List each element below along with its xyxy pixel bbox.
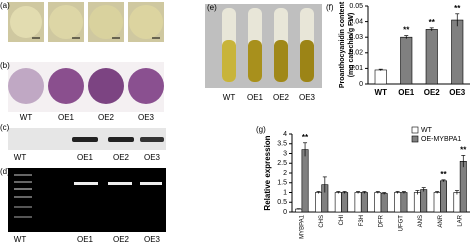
sample-labels: WT OE1 OE2 OE3 WT OE1 OE2 OE3 WT OE1 OE2… xyxy=(14,93,316,244)
bar xyxy=(440,180,447,213)
legend-label: OE-MYBPA1 xyxy=(421,136,461,143)
bar xyxy=(341,192,349,213)
sample-label: OE3 xyxy=(138,113,155,122)
bar xyxy=(413,192,421,213)
x-tick-label: UFGT xyxy=(398,215,404,232)
panel-label: (b) xyxy=(0,61,10,70)
y-tick-label: 1 xyxy=(283,189,287,196)
x-tick-label: MYBPA1 xyxy=(299,214,305,239)
significance-mark: ** xyxy=(403,26,410,35)
bar xyxy=(400,192,408,213)
y-tick-label: 2 xyxy=(283,170,287,177)
panel-label: (a) xyxy=(0,1,10,10)
bar xyxy=(360,192,368,213)
bar xyxy=(420,189,428,213)
sample-label: OE3 xyxy=(299,93,316,102)
panel-label: (e) xyxy=(207,3,217,12)
photo-a xyxy=(8,2,164,42)
sample-label: WT xyxy=(14,153,27,162)
bar xyxy=(459,161,467,213)
legend-label: WT xyxy=(421,127,433,134)
y-tick-label: 2.5 xyxy=(277,160,287,167)
bar xyxy=(380,193,388,213)
y-axis-label: Proanthocyanidin content xyxy=(339,1,346,88)
bar xyxy=(394,192,402,213)
y-tick-label: 3.5 xyxy=(277,141,287,148)
y-tick-label: 0.02 xyxy=(349,50,363,57)
sample-label: OE1 xyxy=(77,235,94,244)
blot-c xyxy=(8,128,166,150)
bar xyxy=(374,69,387,85)
panel-label: (f) xyxy=(326,3,334,12)
bar xyxy=(433,192,441,213)
gel-d xyxy=(8,168,166,232)
sample-label: OE3 xyxy=(144,235,161,244)
y-axis-label: Relative expression xyxy=(263,135,272,210)
legend-swatch xyxy=(411,126,419,134)
sample-label: OE1 xyxy=(58,113,75,122)
y-tick-label: 0 xyxy=(283,209,287,216)
y-tick-label: 4 xyxy=(283,131,287,138)
x-tick-label: ANS xyxy=(418,215,424,227)
x-tick-label: WT xyxy=(375,88,388,97)
bar xyxy=(453,192,461,213)
bar xyxy=(295,208,303,213)
photo-e xyxy=(205,4,322,88)
sample-label: OE3 xyxy=(144,153,161,162)
y-tick-label: 0 xyxy=(359,81,363,88)
bar xyxy=(374,192,382,213)
bar xyxy=(301,149,309,213)
significance-mark: ** xyxy=(454,4,461,13)
y-tick-label: 0.5 xyxy=(277,199,287,206)
y-tick-label: 3 xyxy=(283,150,287,157)
x-tick-label: DFR xyxy=(379,214,385,227)
x-tick-label: OE2 xyxy=(424,88,441,97)
sample-label: OE1 xyxy=(247,93,264,102)
x-tick-label: ANR xyxy=(438,214,444,227)
significance-mark: ** xyxy=(302,133,309,142)
x-tick-label: OE3 xyxy=(449,88,466,97)
sample-label: OE2 xyxy=(113,235,130,244)
sample-label: OE2 xyxy=(273,93,290,102)
bar xyxy=(315,192,322,213)
sample-label: OE1 xyxy=(77,153,94,162)
sample-label: WT xyxy=(20,113,33,122)
y-axis-label: (mg catechin/g FW) xyxy=(348,13,355,78)
significance-mark: ** xyxy=(460,146,467,155)
x-tick-label: OE1 xyxy=(398,88,415,97)
sample-label: WT xyxy=(14,235,27,244)
bar xyxy=(334,192,342,213)
panel-label: (d) xyxy=(0,167,10,176)
y-tick-label: 0.05 xyxy=(349,3,363,10)
sample-label: OE2 xyxy=(113,153,130,162)
x-tick-label: LAR xyxy=(458,214,464,226)
y-tick-label: 0.03 xyxy=(349,34,363,41)
bar xyxy=(425,29,438,85)
x-tick-label: CHS xyxy=(319,215,325,228)
y-tick-label: 0.04 xyxy=(349,18,363,25)
photo-b xyxy=(8,62,164,112)
panel-label: (c) xyxy=(0,123,10,132)
x-tick-label: F3H xyxy=(359,215,365,226)
bar xyxy=(354,192,362,213)
x-tick-label: CHI xyxy=(339,215,345,226)
panel-label: (g) xyxy=(256,125,266,134)
bar xyxy=(451,19,464,85)
bar xyxy=(400,36,413,85)
sample-label: WT xyxy=(223,93,236,102)
y-tick-label: 1.5 xyxy=(277,180,287,187)
panel-labels: (a) (b) (c) (d) (e) (f) (g) xyxy=(0,1,334,176)
y-tick-label: 0.01 xyxy=(349,65,363,72)
sample-label: OE2 xyxy=(98,113,115,122)
significance-mark: ** xyxy=(429,18,436,27)
legend-swatch xyxy=(411,135,419,143)
significance-mark: ** xyxy=(440,170,447,179)
